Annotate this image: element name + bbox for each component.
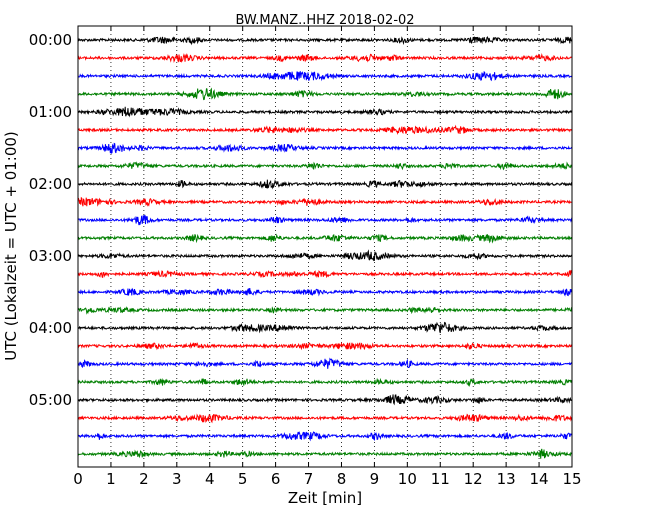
x-tick-label: 6 <box>271 470 281 488</box>
trace-0530 <box>77 431 573 442</box>
trace-0445 <box>77 377 573 388</box>
trace-0015 <box>77 52 573 63</box>
x-axis-label: Zeit [min] <box>288 489 362 507</box>
trace-0415 <box>77 341 573 351</box>
x-tick-label: 7 <box>304 470 314 488</box>
x-tick-label: 0 <box>73 470 83 488</box>
trace-0500 <box>77 394 573 406</box>
y-tick-label: 02:00 <box>29 175 72 193</box>
trace-0145 <box>77 161 573 171</box>
grid-lines <box>110 26 540 467</box>
y-tick-label: 03:00 <box>29 247 72 265</box>
trace-0045 <box>77 87 573 101</box>
trace-group <box>77 36 573 459</box>
trace-0300 <box>77 249 573 262</box>
x-tick-label: 4 <box>205 470 215 488</box>
trace-0230 <box>77 214 573 226</box>
y-tick-label: 01:00 <box>29 103 72 121</box>
x-tick-label: 14 <box>530 470 549 488</box>
x-tick-label: 5 <box>238 470 248 488</box>
y-tick-label: 04:00 <box>29 319 72 337</box>
y-tick-label: 00:00 <box>29 31 72 49</box>
x-tick-label: 1 <box>106 470 116 488</box>
trace-0215 <box>77 196 573 207</box>
trace-0115 <box>77 124 573 135</box>
trace-0330 <box>77 287 573 297</box>
trace-0315 <box>77 269 573 279</box>
trace-0515 <box>77 413 573 424</box>
trace-0345 <box>77 306 573 315</box>
chart-title: BW.MANZ..HHZ 2018-02-02 <box>235 13 414 28</box>
x-tick-label: 15 <box>562 470 581 488</box>
trace-0245 <box>77 233 573 244</box>
trace-0200 <box>77 179 573 190</box>
trace-0545 <box>77 448 573 459</box>
trace-0000 <box>77 36 573 46</box>
x-axis: 0 1 2 3 4 5 6 7 8 9 10 11 12 13 14 15 <box>73 26 582 488</box>
x-tick-label: 3 <box>172 470 182 488</box>
y-axis: 00:00 01:00 02:00 03:00 04:00 05:00 <box>29 31 572 409</box>
trace-0400 <box>77 321 573 334</box>
x-tick-label: 11 <box>431 470 450 488</box>
trace-0030 <box>77 70 573 82</box>
trace-0100 <box>77 106 573 118</box>
x-tick-label: 10 <box>398 470 417 488</box>
x-tick-label: 13 <box>497 470 516 488</box>
x-tick-label: 12 <box>464 470 483 488</box>
x-tick-label: 9 <box>370 470 380 488</box>
trace-0130 <box>77 142 573 154</box>
x-tick-label: 8 <box>337 470 347 488</box>
trace-0430 <box>77 357 573 369</box>
y-axis-label: UTC (Lokalzeit = UTC + 01:00) <box>2 131 20 361</box>
y-tick-label: 05:00 <box>29 391 72 409</box>
x-tick-label: 2 <box>139 470 149 488</box>
plot-frame <box>77 25 573 468</box>
